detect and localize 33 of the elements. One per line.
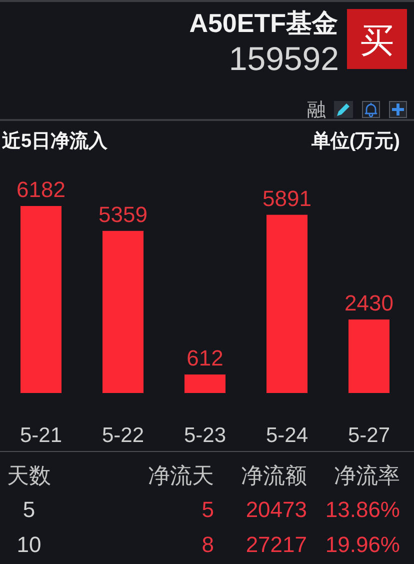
data-label: 6182	[16, 177, 66, 202]
text: 5	[202, 497, 214, 522]
data-label: 612	[186, 345, 224, 370]
text: 净流天	[148, 463, 214, 488]
text: 净流额	[241, 463, 307, 488]
text: 10	[16, 532, 42, 557]
text: 天数	[7, 463, 51, 488]
buy-button: 买	[347, 9, 407, 69]
bar	[348, 319, 390, 393]
text: A50ETF基金	[189, 8, 338, 38]
text: 20473	[246, 497, 307, 522]
x-tick-label: 5-23	[184, 424, 226, 447]
x-tick-label: 5-22	[102, 424, 144, 447]
x-tick-label: 5-27	[348, 424, 390, 447]
text: 13.86%	[325, 497, 400, 522]
bar	[266, 214, 308, 393]
chart-title: 近5日净流入	[1, 130, 109, 152]
text: 19.96%	[325, 532, 400, 557]
bar	[102, 230, 144, 393]
data-label: 5359	[98, 202, 148, 227]
text: 8	[202, 532, 214, 557]
data-label: 5891	[262, 186, 312, 211]
text: 融	[307, 100, 326, 121]
text: 27217	[246, 532, 307, 557]
x-tick-label: 5-24	[266, 424, 308, 447]
text: 159592	[228, 40, 339, 77]
y-axis-title: 单位(万元)	[310, 130, 400, 152]
text: 5	[22, 497, 36, 522]
data-label: 2430	[344, 290, 394, 316]
text: 净流率	[334, 463, 400, 488]
bar	[20, 206, 62, 393]
x-tick-label: 5-21	[20, 424, 62, 447]
bar	[184, 374, 226, 393]
